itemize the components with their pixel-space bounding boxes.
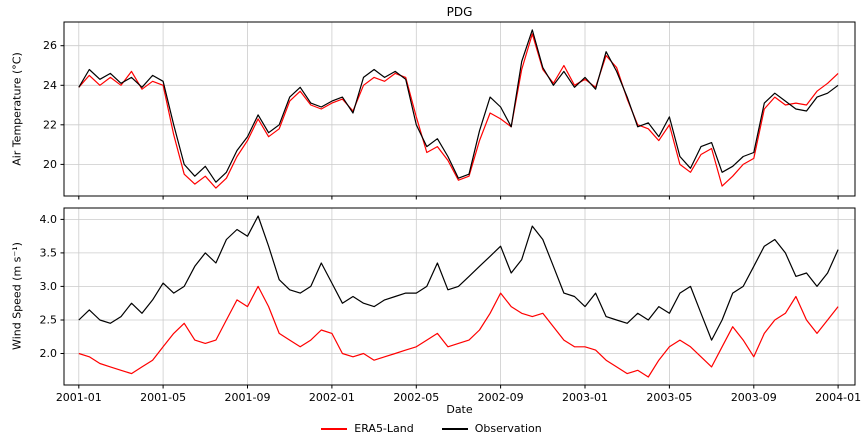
x-tick-label: 2001-01 xyxy=(56,391,102,404)
y-tick-label: 26 xyxy=(43,39,57,52)
legend-item-era5-land: ERA5-Land xyxy=(321,422,414,435)
y-tick-label: 24 xyxy=(43,79,57,92)
x-tick-label: 2001-09 xyxy=(225,391,271,404)
y-tick-label: 2.5 xyxy=(40,314,58,327)
x-tick-label: 2002-05 xyxy=(393,391,439,404)
x-tick-label: 2003-09 xyxy=(731,391,777,404)
era5-land-line xyxy=(78,285,839,378)
y-tick-label: 2.0 xyxy=(40,347,58,360)
observation-line xyxy=(78,29,839,183)
y-tick-label: 22 xyxy=(43,118,57,131)
x-tick-label: 2002-01 xyxy=(309,391,355,404)
observation-line xyxy=(78,215,839,341)
y-tick-label: 3.5 xyxy=(40,246,58,259)
y-tick-label: 3.0 xyxy=(40,280,58,293)
x-axis-label: Date xyxy=(446,403,473,416)
x-tick-label: 2004-01 xyxy=(815,391,861,404)
era5-land-line xyxy=(78,33,839,189)
era5-land-line-swatch xyxy=(321,427,348,430)
wind-speed-plot: 2.0 2.5 3.0 3.5 4.0 2001-01 2001-05 2001-09 2002… xyxy=(40,207,861,404)
legend-item-observation: Observation xyxy=(441,422,542,435)
air-temperature-plot: 20 22 24 26 xyxy=(43,21,856,200)
x-tick-label: 2003-05 xyxy=(646,391,692,404)
legend: ERA5-Land Observation xyxy=(0,422,863,435)
axes-spine xyxy=(63,21,856,197)
legend-label-observation: Observation xyxy=(474,422,542,435)
chart-title: PDG xyxy=(446,5,473,19)
y-tick-label: 20 xyxy=(43,158,57,171)
x-tick-label: 2001-05 xyxy=(140,391,186,404)
observation-line-swatch xyxy=(441,427,468,430)
x-tick-label: 2002-09 xyxy=(478,391,524,404)
x-tick-label: 2003-01 xyxy=(562,391,608,404)
y-tick-label: 4.0 xyxy=(40,213,58,226)
axes-spine xyxy=(63,207,856,386)
legend-label-era5-land: ERA5-Land xyxy=(354,422,414,435)
